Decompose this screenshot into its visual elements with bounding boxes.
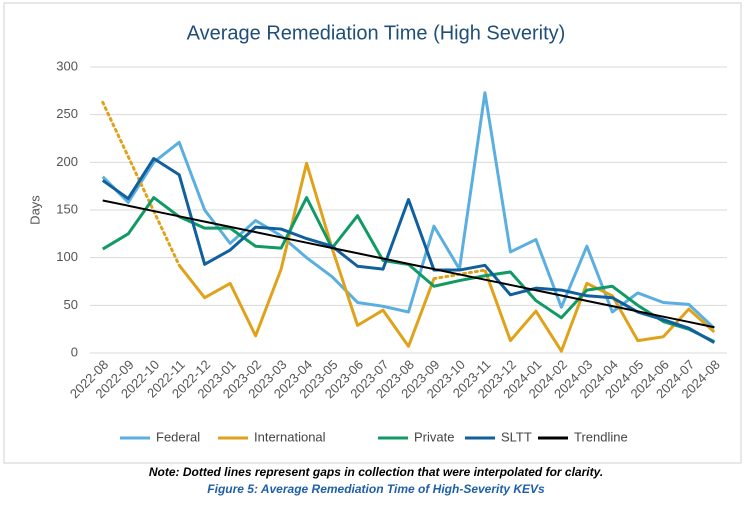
y-tick-label: 200	[56, 154, 78, 169]
legend-label: Trendline	[574, 429, 628, 444]
series-line	[101, 91, 716, 330]
legend-label: SLTT	[501, 429, 532, 444]
y-tick-label: 100	[56, 249, 78, 264]
legend-label: Federal	[156, 429, 200, 444]
y-tick-label: 300	[56, 58, 78, 73]
note: Note: Dotted lines represent gaps in col…	[149, 465, 603, 479]
chart-title: Average Remediation Time (High Severity)	[187, 22, 566, 44]
y-axis-label: Days	[27, 195, 42, 225]
series-line	[178, 161, 436, 348]
y-tick-label: 250	[56, 106, 78, 121]
y-tick-label: 150	[56, 201, 78, 216]
legend-label: International	[254, 429, 326, 444]
caption: Figure 5: Average Remediation Time of Hi…	[207, 482, 545, 496]
y-tick-label: 50	[64, 297, 78, 312]
interpolated-gap	[101, 100, 181, 267]
legend-label: Private	[414, 429, 454, 444]
y-tick-label: 0	[71, 344, 78, 359]
series-line	[102, 199, 715, 329]
series-line	[101, 157, 715, 344]
